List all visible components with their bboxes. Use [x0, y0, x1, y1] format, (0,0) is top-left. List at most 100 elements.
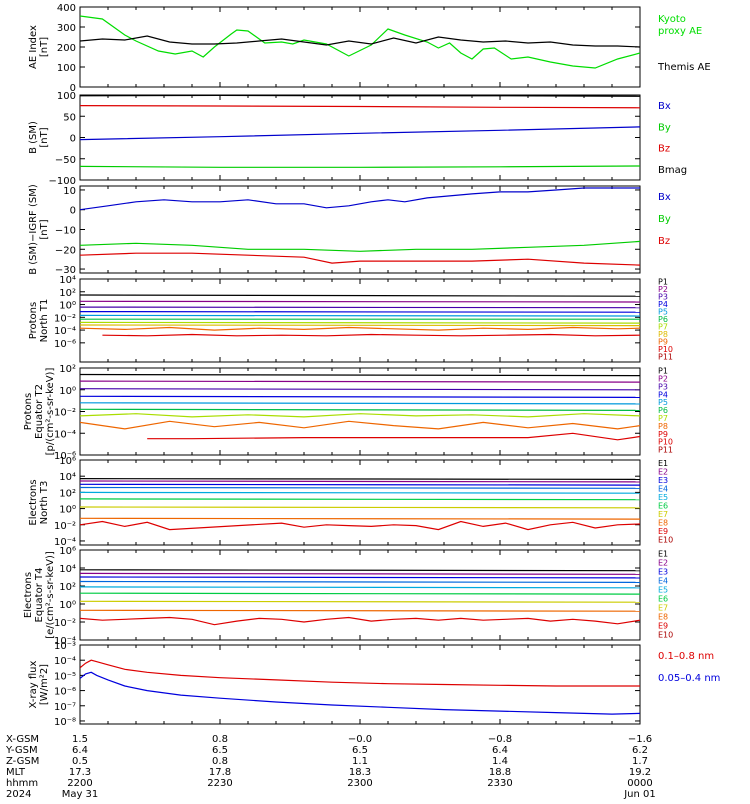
x-axis-value: 6.4	[72, 745, 88, 756]
y-tick-label: 10⁻⁴	[54, 656, 76, 667]
legend-label: P11	[658, 353, 673, 362]
x-axis-value: 0.5	[72, 756, 88, 767]
series-line-e2	[80, 572, 640, 575]
y-tick-label: 0	[70, 206, 76, 217]
x-axis-row-label: 2024	[6, 789, 31, 800]
panel-frame	[79, 278, 641, 363]
y-tick-label: 10⁻⁸	[54, 717, 76, 728]
y-tick-label: −30	[55, 265, 76, 276]
legend-label: E8	[658, 612, 668, 621]
y-tick-label: 10²	[59, 364, 76, 375]
series-line-p7	[80, 321, 640, 324]
x-axis-value: May 31	[62, 789, 99, 800]
x-axis-value: 2200	[67, 778, 92, 789]
y-axis-label: [nT]	[39, 219, 50, 239]
x-axis-row-label: X-GSM	[6, 734, 39, 745]
series-line-bz	[80, 105, 640, 109]
y-axis-label: AE Index	[28, 25, 39, 69]
x-axis-value: 2330	[487, 778, 512, 789]
series-line-e5	[80, 491, 640, 494]
legend-label: P10	[658, 345, 673, 354]
legend-label: E4	[658, 576, 668, 585]
series-line-0-1-0-8-nm	[80, 659, 640, 687]
series-line-e6	[80, 592, 640, 595]
x-axis-value: 0000	[627, 778, 652, 789]
legend-label: E1	[658, 549, 668, 558]
series-line-e9	[80, 520, 640, 531]
legend-label: E3	[658, 567, 668, 576]
legend-label: Bz	[658, 144, 670, 155]
y-tick-label: 10⁻²	[54, 618, 76, 629]
legend-label: E10	[658, 630, 673, 639]
x-axis-value: 1.1	[352, 756, 368, 767]
series-line-e5	[80, 586, 640, 589]
series-line-bz	[80, 252, 640, 266]
series-line-p9	[147, 432, 640, 441]
series-line-e8	[80, 609, 640, 612]
legend-label: P5	[658, 307, 668, 316]
y-tick-label: 10⁻⁴	[54, 537, 76, 548]
x-axis-value: 6.5	[352, 745, 368, 756]
series-line-p9	[80, 326, 640, 331]
y-tick-label: 10⁰	[59, 301, 76, 312]
legend-label: Bx	[658, 192, 671, 203]
panel-frame	[79, 6, 641, 88]
x-axis-value: 6.4	[492, 745, 508, 756]
series-line-bx	[80, 187, 640, 211]
y-tick-label: 10⁻⁵	[54, 671, 76, 682]
panel-3: 10 0 −10 −20 −30 B (SM)−IGRF (SM) [nT] Bx By Bz	[28, 184, 671, 276]
legend-label: P4	[658, 300, 668, 309]
series-line-bx	[80, 126, 640, 141]
legend-label: P3	[658, 292, 668, 301]
series-line-p7	[80, 413, 640, 418]
series-line-e1	[80, 478, 640, 480]
series-line-p1	[80, 373, 640, 377]
legend-label: E10	[658, 535, 673, 544]
legend-label: 0.05–0.4 nm	[658, 673, 720, 684]
legend-label: E8	[658, 518, 668, 527]
x-axis-value: −0.0	[348, 734, 372, 745]
legend-label: E2	[658, 558, 668, 567]
legend-label: P6	[658, 406, 668, 415]
legend-label: E7	[658, 510, 668, 519]
y-tick-label: 10⁻²	[54, 313, 76, 324]
legend-label: By	[658, 122, 671, 133]
y-tick-label: 10⁰	[59, 600, 76, 611]
y-tick-label: 10⁻²	[54, 408, 76, 419]
series-line-kyoto-proxy-ae	[80, 15, 640, 69]
x-axis-row-label: MLT	[6, 767, 26, 778]
series-line-by	[80, 240, 640, 252]
y-tick-label: 10	[63, 186, 76, 197]
legend-label: E6	[658, 501, 668, 510]
legend-label: Themis AE	[657, 62, 711, 73]
y-axis-label: Electrons	[28, 479, 39, 525]
legend-label: E1	[658, 459, 668, 468]
legend-label: E6	[658, 594, 668, 603]
legend-label: E3	[658, 476, 668, 485]
y-tick-label: 10⁻⁶	[54, 687, 76, 698]
series-line-p10	[102, 333, 640, 337]
y-axis-label: North T3	[39, 481, 50, 525]
series-line-themis-ae	[80, 35, 640, 48]
y-tick-label: 50	[63, 112, 76, 123]
legend-label: P6	[658, 315, 668, 324]
y-tick-label: 100	[57, 63, 76, 74]
y-tick-label: 10⁶	[59, 546, 76, 557]
y-axis-label: B (SM)	[28, 121, 39, 154]
series-line-bmag	[80, 95, 640, 97]
series-line-e7	[80, 506, 640, 509]
x-axis-value: 1.5	[72, 734, 88, 745]
legend-label: E9	[658, 527, 668, 536]
legend-label: P8	[658, 422, 668, 431]
y-tick-label: 100	[57, 91, 76, 102]
y-tick-label: 10²	[59, 582, 76, 593]
y-axis-label: Equator T4	[34, 568, 45, 623]
legend-label: P1	[658, 367, 668, 376]
legend-label: P11	[658, 446, 673, 455]
panel-2: 100 50 0 −50 −100 B (SM) [nT] Bx By Bz Bmag	[28, 91, 687, 187]
x-axis-value: −1.6	[628, 734, 652, 745]
x-axis-value: 18.8	[489, 767, 511, 778]
